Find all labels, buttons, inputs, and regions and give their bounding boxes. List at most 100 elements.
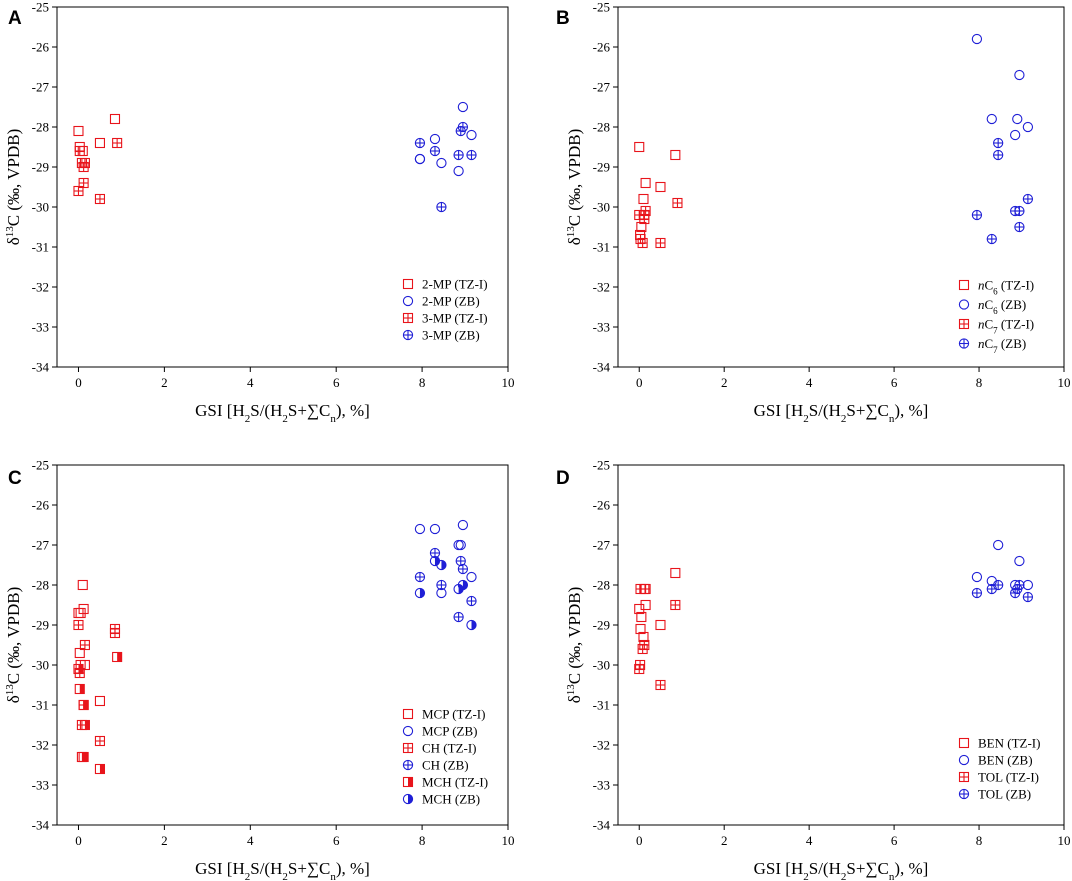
- legend-label: 2-MP (ZB): [422, 294, 480, 309]
- x-tick-label: 10: [1058, 375, 1071, 390]
- series-nc7-tz-i-: [634, 197, 683, 249]
- panel-d: D -25 -26 -27 -28 -29 -30 -31 -32 -33 -34 0 2 4 6 8 10 GS…: [556, 458, 1071, 881]
- series-mch-tz-i-: [73, 651, 123, 775]
- data-point: [78, 177, 89, 189]
- data-point: [466, 595, 477, 607]
- data-point: [414, 587, 426, 599]
- plot-frame: [617, 6, 1065, 368]
- legend-marker: [402, 776, 414, 788]
- legend-label: MCH (TZ-I): [422, 775, 488, 790]
- data-point: [986, 233, 997, 245]
- data-point: [971, 571, 983, 583]
- y-axis-label: δ13C (‰, VPDB): [4, 587, 23, 703]
- x-tick-label: 4: [806, 375, 813, 390]
- y-tick-label: -32: [32, 738, 49, 753]
- x-tick-label: 8: [976, 833, 983, 848]
- series-2-mp-zb-: [414, 101, 477, 177]
- plot-frame: [56, 6, 509, 368]
- data-point: [112, 651, 123, 663]
- data-point: [1014, 205, 1025, 217]
- legend-label: MCH (ZB): [422, 792, 480, 807]
- data-point: [94, 137, 106, 149]
- legend-marker: [958, 754, 970, 766]
- data-point: [1014, 69, 1025, 81]
- data-point: [993, 579, 1004, 591]
- x-tick-label: 4: [247, 375, 254, 390]
- series-3-mp-tz-i-: [73, 137, 123, 205]
- data-point: [993, 539, 1004, 551]
- y-tick-label: -29: [32, 618, 49, 633]
- data-point: [640, 583, 651, 595]
- data-point: [453, 149, 464, 161]
- panel-letter: D: [556, 468, 570, 489]
- data-point: [636, 221, 647, 233]
- y-tick-label: -25: [593, 0, 610, 15]
- data-point: [429, 145, 441, 157]
- legend-marker: [402, 329, 414, 341]
- data-point: [109, 113, 121, 125]
- x-tick-label: 0: [75, 833, 82, 848]
- x-tick-label: 6: [333, 375, 340, 390]
- y-tick-label: -27: [32, 538, 50, 553]
- x-axis-label: GSI [H2S/(H2S+∑Cn), %]: [754, 401, 929, 425]
- data-point: [453, 611, 464, 623]
- y-tick-label: -33: [593, 320, 610, 335]
- series-nc6-tz-i-: [634, 141, 681, 241]
- legend-marker: [402, 708, 414, 720]
- x-tick-label: 2: [161, 833, 168, 848]
- x-tick-label: 4: [806, 833, 813, 848]
- data-point: [655, 181, 666, 193]
- data-point: [94, 735, 106, 747]
- data-point: [466, 571, 477, 583]
- legend-marker: [402, 759, 414, 771]
- legend-label: CH (ZB): [422, 758, 469, 773]
- legend-label: 3-MP (TZ-I): [422, 311, 488, 326]
- data-point: [94, 763, 106, 775]
- data-point: [112, 137, 123, 149]
- legend-label: TOL (ZB): [978, 787, 1031, 802]
- data-point: [639, 209, 650, 221]
- y-tick-label: -33: [593, 778, 610, 793]
- data-point: [414, 571, 426, 583]
- x-tick-label: 8: [419, 375, 426, 390]
- data-point: [429, 133, 441, 145]
- series-ch-zb-: [414, 547, 477, 623]
- panel-a: A -25 -26 -27 -28 -29 -30 -31 -32 -33 -34 0 2 4 6 8 10 GS…: [4, 0, 515, 425]
- data-point: [78, 699, 89, 711]
- data-point: [75, 607, 86, 619]
- series-tol-zb-: [971, 579, 1034, 603]
- x-tick-label: 0: [636, 833, 643, 848]
- legend-marker: [958, 771, 970, 783]
- data-point: [414, 153, 426, 165]
- y-tick-label: -34: [593, 818, 611, 833]
- plot-frame: [617, 464, 1065, 826]
- y-tick-label: -32: [593, 738, 610, 753]
- x-tick-label: 4: [247, 833, 254, 848]
- series-2-mp-tz-i-: [73, 113, 121, 157]
- data-point: [638, 193, 649, 205]
- data-point: [457, 121, 469, 133]
- data-point: [466, 619, 477, 631]
- series-mch-zb-: [414, 555, 477, 631]
- data-point: [466, 129, 477, 141]
- data-point: [94, 695, 106, 707]
- legend-marker: [402, 793, 414, 805]
- y-tick-label: -29: [593, 160, 610, 175]
- data-point: [436, 201, 447, 213]
- x-tick-label: 6: [891, 375, 898, 390]
- y-tick-label: -29: [32, 160, 49, 175]
- y-tick-label: -29: [593, 618, 610, 633]
- data-point: [73, 619, 84, 631]
- panel-letter: C: [8, 468, 22, 489]
- plot-frame: [56, 464, 509, 826]
- legend-label: MCP (ZB): [422, 724, 478, 739]
- legend-label: nC6 (TZ-I): [978, 278, 1034, 297]
- data-point: [79, 719, 90, 731]
- x-tick-label: 2: [721, 833, 728, 848]
- legend-marker: [958, 737, 970, 749]
- data-point: [1014, 579, 1025, 591]
- y-tick-label: -34: [32, 360, 50, 375]
- data-point: [78, 751, 89, 763]
- y-tick-label: -31: [32, 240, 49, 255]
